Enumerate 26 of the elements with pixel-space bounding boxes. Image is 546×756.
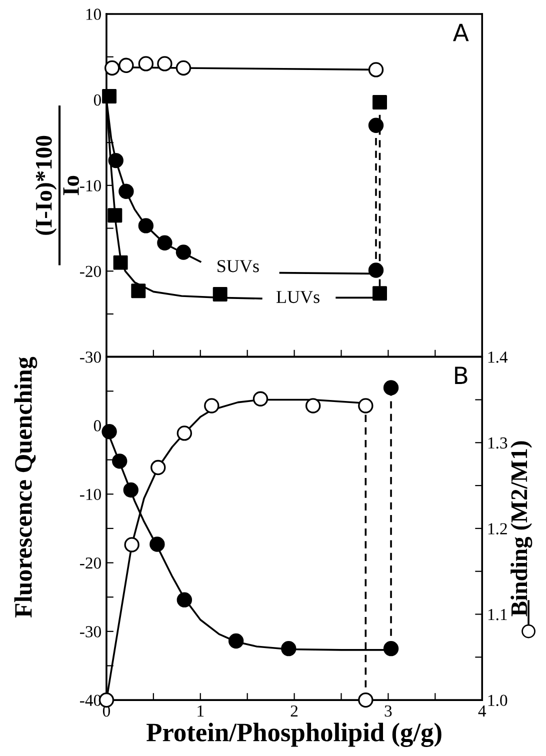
y2-tick-label: 1.4 — [488, 352, 508, 363]
y2-tick-label: 1.3 — [488, 437, 508, 449]
y-tick-label: -20 — [80, 266, 101, 278]
x-tick-label: 2 — [290, 705, 298, 716]
annotation: B — [455, 366, 468, 384]
y2-tick-label: 1.2 — [488, 523, 507, 534]
y-tick-label: -10 — [80, 180, 101, 192]
y-tick-label: -10 — [80, 488, 101, 500]
x-axis-title: Protein/Phospholipid (g/g) — [146, 722, 442, 747]
x-tick-label: 3 — [384, 705, 392, 717]
y-tick-label: 0 — [94, 420, 101, 432]
annotation: A — [453, 24, 469, 42]
y2-tick-label: 1.0 — [488, 694, 508, 706]
annotation: SUVs — [218, 260, 259, 272]
x-tick-label: 1 — [198, 705, 204, 716]
y2-tick-label: 1.1 — [488, 609, 507, 620]
y-tick-label: -20 — [80, 557, 101, 569]
y-tick-label: 0 — [94, 94, 101, 106]
y-axis-title: (I-Io)*100 Io — [35, 136, 79, 235]
y-tick-label: 10 — [86, 8, 101, 20]
y-tick-label: -30 — [80, 352, 101, 363]
y-tick-label: -30 — [80, 626, 101, 638]
x-tick-label: 4 — [478, 706, 486, 716]
annotation: LUVs — [276, 291, 320, 304]
y-axis-title: Fluorescence Quenching — [14, 356, 38, 618]
y2-axis-title: Binding (M2/M1) — [510, 441, 532, 616]
